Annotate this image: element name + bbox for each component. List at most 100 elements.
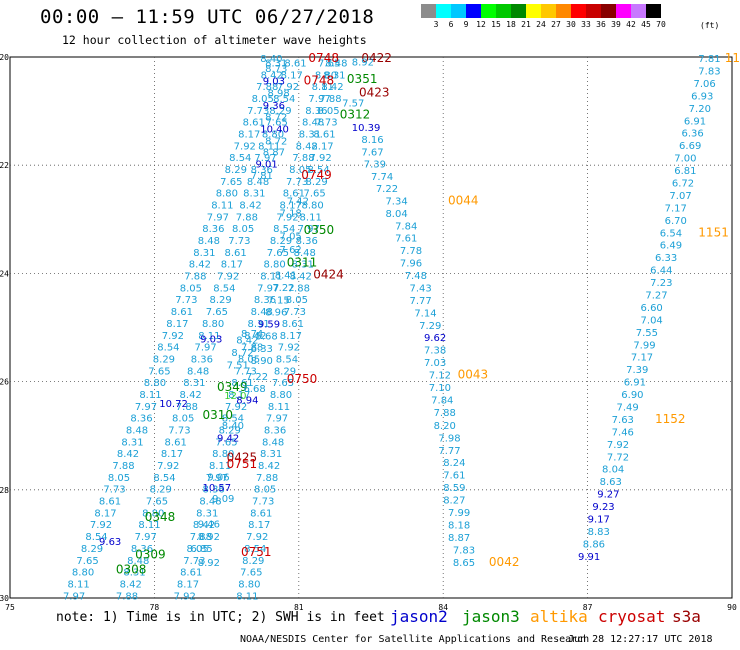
wave-height-value: 8.17 — [311, 141, 333, 152]
wave-height-value: 8.80 — [315, 70, 337, 81]
wave-height-value: 8.36 — [191, 354, 213, 365]
legend-label: 42 — [626, 20, 636, 29]
pass-time-label: 0749 — [301, 168, 332, 182]
wave-height-value: 7.88 — [241, 343, 263, 354]
wave-height-value: 8.42 — [258, 461, 280, 472]
wave-height-value: 7.65 — [148, 366, 170, 377]
wave-height-value: 7.03 — [424, 358, 446, 369]
wave-height-value: 7.46 — [612, 427, 634, 438]
wave-height-value: 8.29 — [269, 106, 291, 117]
wave-height-value: 7.77 — [438, 446, 460, 457]
wave-height-value: 8.05 — [186, 544, 208, 555]
wave-height-value: 8.31 — [260, 449, 282, 460]
map-frame — [9, 56, 733, 599]
wave-height-value: 7.65 — [240, 568, 262, 579]
wave-height-value: 7.97 — [135, 532, 157, 543]
wave-height-value: 8.61 — [284, 58, 306, 69]
wave-height-value: 8.31 — [193, 248, 215, 259]
pass-time-label: 0422 — [361, 51, 392, 65]
wave-height-value: 7.00 — [674, 154, 696, 165]
wave-height-value: 8.61 — [99, 497, 121, 508]
wave-height-value: 7.65 — [206, 307, 228, 318]
wave-height-value: 8.61 — [283, 189, 305, 200]
pass-time-label: 0751 — [227, 457, 258, 471]
wave-height-value: 7.88 — [112, 461, 134, 472]
wave-height-value: 8.74 — [241, 329, 263, 340]
wave-height-value: 8.48 — [199, 497, 221, 508]
wave-height-value: 7.06 — [693, 79, 715, 90]
wave-height-value: 7.73 — [286, 177, 308, 188]
wave-height-value: 7.14 — [414, 308, 436, 319]
wave-height-value: 8.31 — [265, 58, 287, 69]
wave-height-value: 8.42 — [296, 141, 318, 152]
wave-height-value: 8.11 — [258, 141, 280, 152]
lat-tick-label: -24 — [0, 269, 9, 278]
wave-height-value: 7.65 — [215, 437, 237, 448]
wave-height-value: 8.61 — [224, 248, 246, 259]
wave-height-value: 7.97 — [254, 153, 276, 164]
wave-height-value: 8.27 — [443, 496, 465, 507]
wave-height-value: 8.05 — [232, 224, 254, 235]
wave-height-value: 7.92 — [234, 141, 256, 152]
wave-height-value: 8.29 — [219, 426, 241, 437]
wave-height-value: 7.39 — [626, 365, 648, 376]
legend-label: 15 — [491, 20, 501, 29]
wave-height-value: 8.41 — [275, 270, 297, 281]
wave-height-value: 7.97 — [308, 94, 330, 105]
wave-height-value: 8.48 — [262, 437, 284, 448]
wave-height-value: 8.29 — [225, 165, 247, 176]
wave-height-value: 8.63 — [600, 477, 622, 488]
wave-height-value: 8.61 — [282, 319, 304, 330]
wave-height-value: 9.06 — [207, 472, 229, 483]
wave-height-value: 7.88 — [256, 473, 278, 484]
wave-height-value: 8.17 — [94, 508, 116, 519]
wave-height-value: 7.92 — [278, 343, 300, 354]
pass-time-label: 1152 — [655, 412, 686, 426]
wave-height-value: 8.48 — [126, 426, 148, 437]
wave-height-value: 7.39 — [364, 160, 386, 171]
wave-height-value: 8.92 — [198, 532, 220, 543]
wave-height-value: 8.17 — [281, 70, 303, 81]
wave-height-value: 6.69 — [679, 141, 701, 152]
wave-height-value: 7.61 — [395, 234, 417, 245]
wave-height-value: 6.91 — [624, 378, 646, 389]
wave-height-value: 8.65 — [453, 558, 475, 569]
wave-height-value: 8.17 — [280, 331, 302, 342]
pass-time-label: 0308 — [116, 562, 147, 576]
wave-height-value: 7.34 — [385, 196, 407, 207]
wave-height-value: 7.05 — [280, 232, 302, 243]
wave-height-value: 7.98 — [438, 433, 460, 444]
legend-label: 3 — [433, 20, 439, 29]
wave-height-value: 9.62 — [424, 333, 446, 344]
wave-height-value: 7.65 — [76, 556, 98, 567]
wave-height-value: 8.61 — [250, 508, 272, 519]
wave-height-value: 8.80 — [302, 201, 324, 212]
lon-tick-label: 75 — [5, 603, 15, 612]
sat-legend-altika: altika — [530, 607, 588, 626]
legend-swatch — [556, 4, 571, 18]
wave-height-value: 7.48 — [405, 271, 427, 282]
legend-swatch — [631, 4, 646, 18]
wave-height-value: 7.97 — [135, 402, 157, 413]
lat-tick-label: -28 — [0, 486, 9, 495]
wave-height-value: 9.09 — [212, 494, 234, 505]
wave-height-value: 12.0 — [224, 391, 246, 402]
legend-swatch — [616, 4, 631, 18]
wave-height-value: 6.33 — [251, 344, 273, 355]
wave-height-value: 10.57 — [203, 483, 232, 494]
wave-height-value: 8.16 — [361, 135, 383, 146]
wave-height-value: 8.11 — [236, 591, 258, 602]
legend-swatch — [496, 4, 511, 18]
wave-height-value: 7.65 — [220, 177, 242, 188]
wave-height-value: 8.80 — [142, 508, 164, 519]
pass-time-label: 0748 — [304, 73, 335, 87]
wave-height-value: 8.17 — [280, 201, 302, 212]
wave-height-value: 8.54 — [273, 94, 295, 105]
wave-height-value: 7.88 — [434, 408, 456, 419]
wave-height-value: 10.39 — [352, 123, 381, 134]
wave-height-value: 7.12 — [429, 371, 451, 382]
wave-height-value: 8.54 — [222, 414, 244, 425]
wave-height-value: 7.83 — [453, 545, 475, 556]
wave-height-value: 7.83 — [698, 67, 720, 78]
wave-height-value: 8.54 — [273, 224, 295, 235]
